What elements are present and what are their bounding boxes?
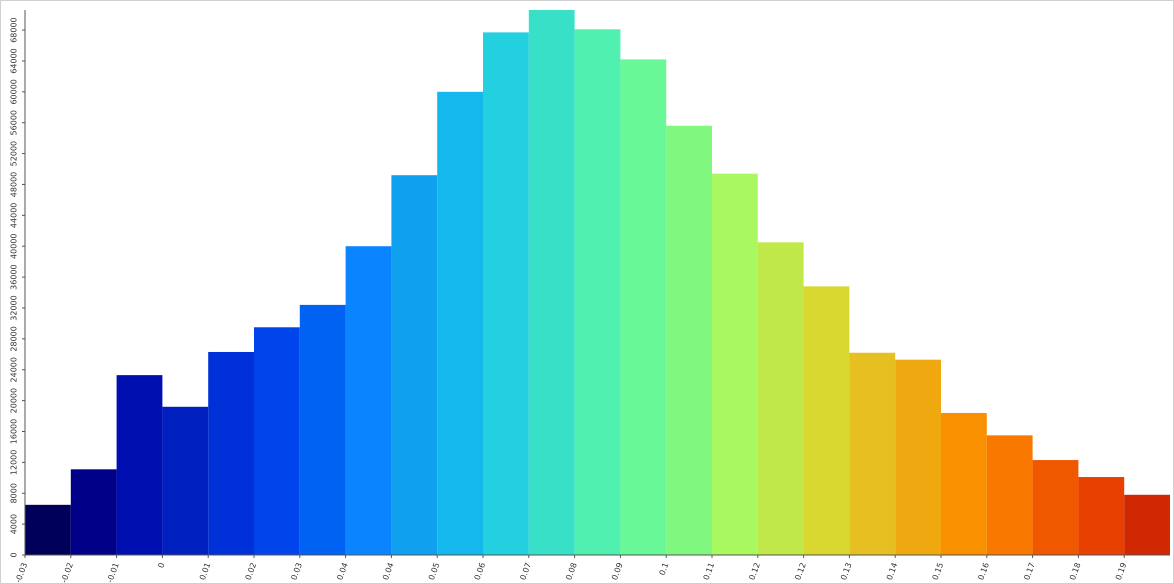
y-tick-label: 24000 [10, 357, 19, 382]
bar [712, 173, 758, 555]
bar [208, 351, 254, 555]
bar [574, 29, 621, 555]
y-tick-label: 16000 [10, 419, 19, 444]
bar [70, 469, 117, 555]
bar [345, 246, 392, 555]
bar [986, 435, 1033, 555]
bar [162, 406, 209, 555]
bar [757, 242, 804, 556]
bar [1124, 494, 1170, 555]
x-tick-label: 0.1 [658, 561, 671, 576]
bar [25, 504, 71, 555]
y-tick-label: 4000 [10, 514, 19, 534]
bar [803, 286, 850, 555]
bar [437, 91, 483, 555]
y-tick-label: 44000 [10, 203, 19, 228]
bar [483, 32, 529, 556]
y-tick-label: 0 [10, 552, 19, 557]
y-tick-label: 52000 [10, 141, 19, 166]
bar [254, 327, 300, 555]
bar [849, 352, 896, 555]
y-tick-label: 64000 [10, 48, 19, 73]
bar [528, 10, 575, 555]
bar [941, 412, 987, 555]
y-tick-label: 28000 [10, 326, 19, 351]
bar [299, 304, 346, 555]
x-tick-label: 0 [156, 561, 166, 569]
bar [895, 359, 941, 555]
y-tick-label: 40000 [10, 233, 19, 258]
y-tick-label: 8000 [10, 483, 19, 503]
bar [666, 125, 712, 555]
y-tick-label: 56000 [10, 110, 19, 135]
bar [1032, 460, 1079, 555]
bar [1078, 477, 1125, 555]
y-tick-label: 48000 [10, 172, 19, 197]
y-tick-label: 32000 [10, 295, 19, 320]
bar [391, 175, 438, 555]
bar [620, 59, 667, 556]
y-tick-label: 20000 [10, 388, 19, 413]
y-tick-label: 36000 [10, 264, 19, 289]
bar [116, 375, 163, 555]
y-tick-label: 12000 [10, 450, 19, 475]
y-tick-label: 60000 [10, 79, 19, 104]
y-tick-label: 68000 [10, 17, 19, 42]
